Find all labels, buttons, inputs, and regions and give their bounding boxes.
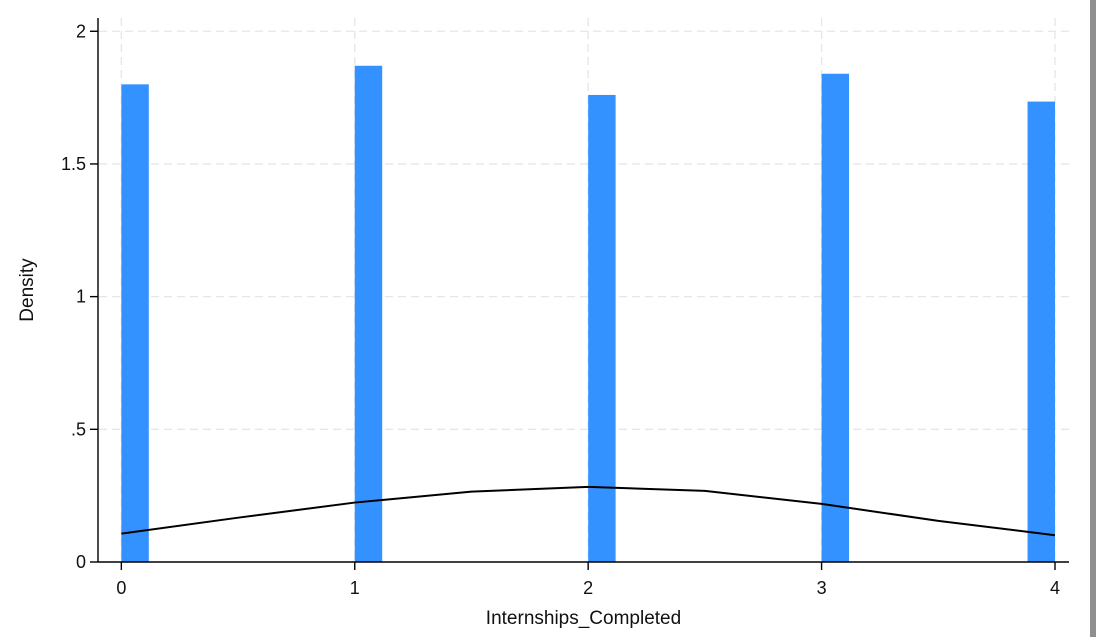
normal-density-curve [121, 485, 1056, 537]
x-tick-label: 0 [116, 578, 126, 598]
axes: 0 .5 1 1.5 2 0 1 2 3 4 [61, 18, 1069, 598]
x-tick-label: 1 [350, 578, 360, 598]
histogram-bar [354, 65, 383, 562]
histogram-bar [821, 73, 850, 562]
x-tick-label: 4 [1050, 578, 1060, 598]
y-tick-label: 0 [76, 552, 86, 572]
x-axis-title: Internships_Completed [486, 608, 681, 629]
y-tick-label: 2 [76, 21, 86, 41]
y-tick-label: 1 [76, 287, 86, 307]
histogram-bar [1027, 101, 1055, 562]
y-axis-title: Density [17, 258, 38, 322]
histogram-bar [121, 84, 149, 562]
grid-lines [99, 18, 1069, 562]
y-tick-label: 1.5 [61, 154, 86, 174]
x-tick-label: 2 [583, 578, 593, 598]
y-tick-label: .5 [71, 419, 86, 439]
window-edge-strip [1090, 0, 1096, 637]
histogram-bars [121, 65, 1055, 562]
x-tick-label: 3 [817, 578, 827, 598]
histogram-bar [588, 94, 616, 562]
